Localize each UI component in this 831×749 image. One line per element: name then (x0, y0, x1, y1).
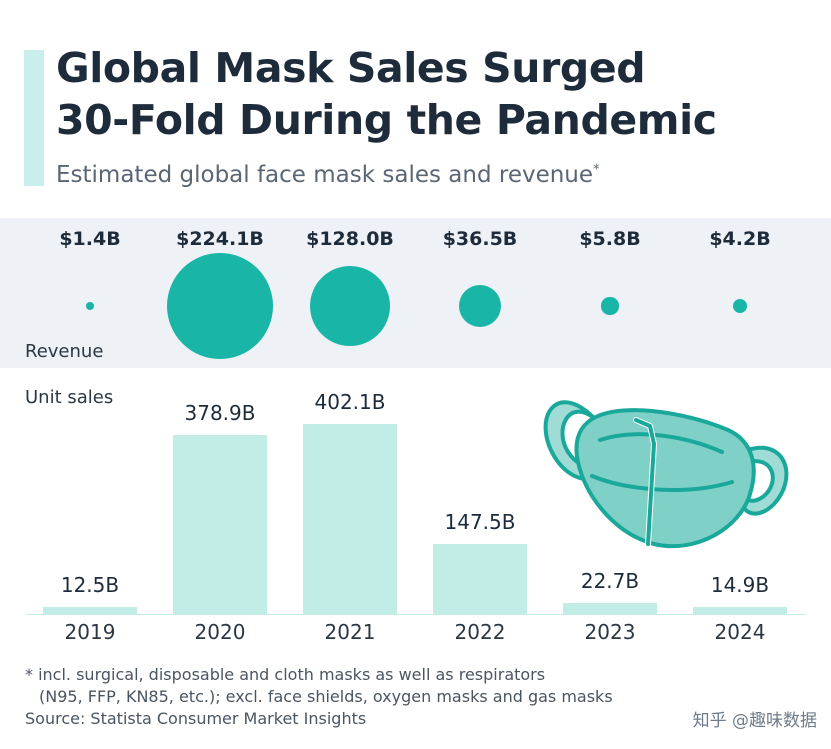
unit-sales-bar (693, 606, 787, 614)
footnote-line-1: * incl. surgical, disposable and cloth m… (25, 665, 546, 684)
revenue-band (0, 218, 831, 368)
revenue-label: $128.0B (306, 228, 394, 250)
bar-baseline (26, 614, 806, 615)
year-label: 2019 (64, 620, 116, 644)
revenue-bubble (167, 253, 273, 359)
unit-sales-bar (303, 424, 397, 614)
year-label: 2024 (714, 620, 766, 644)
chart-subtitle: Estimated global face mask sales and rev… (56, 162, 600, 188)
revenue-label: $36.5B (442, 228, 518, 250)
revenue-bubble (309, 265, 391, 347)
year-label: 2021 (324, 620, 376, 644)
revenue-bubble (732, 298, 748, 314)
year-label: 2020 (194, 620, 246, 644)
unit-sales-label: 22.7B (580, 569, 640, 594)
title-line-1: Global Mask Sales Surged (56, 44, 646, 92)
unit-sales-bar (433, 544, 527, 614)
unit-sales-label: 14.9B (710, 572, 770, 597)
revenue-bubble (85, 301, 95, 311)
unit-sales-caption: Unit sales (25, 387, 114, 408)
unit-sales-bar (563, 603, 657, 614)
subtitle-footnote-marker: * (593, 162, 600, 178)
year-label: 2023 (584, 620, 636, 644)
chart-title: Global Mask Sales Surged 30-Fold During … (56, 42, 717, 146)
unit-sales-label: 147.5B (444, 510, 516, 535)
footnote-line-2: (N95, FFP, KN85, etc.); excl. face shiel… (39, 687, 613, 706)
title-line-2: 30-Fold During the Pandemic (56, 96, 717, 144)
revenue-label: $5.8B (579, 228, 641, 250)
revenue-caption: Revenue (25, 341, 104, 362)
source-line: Source: Statista Consumer Market Insight… (25, 709, 367, 728)
unit-sales-label: 378.9B (184, 400, 256, 425)
watermark: 知乎 @趣味数据 (692, 711, 817, 731)
unit-sales-bar (43, 607, 137, 614)
title-accent-bar (24, 50, 44, 186)
subtitle-text: Estimated global face mask sales and rev… (56, 162, 594, 188)
face-mask-icon (543, 400, 789, 549)
unit-sales-label: 12.5B (60, 573, 120, 597)
revenue-label: $224.1B (176, 228, 264, 250)
footnote: * incl. surgical, disposable and cloth m… (25, 664, 613, 730)
unit-sales-label: 402.1B (314, 390, 386, 414)
unit-sales-bar (173, 434, 267, 614)
revenue-bubble (601, 297, 619, 315)
revenue-label: $4.2B (709, 228, 771, 250)
year-label: 2022 (454, 620, 506, 644)
revenue-bubble (458, 284, 502, 328)
revenue-label: $1.4B (59, 228, 121, 250)
